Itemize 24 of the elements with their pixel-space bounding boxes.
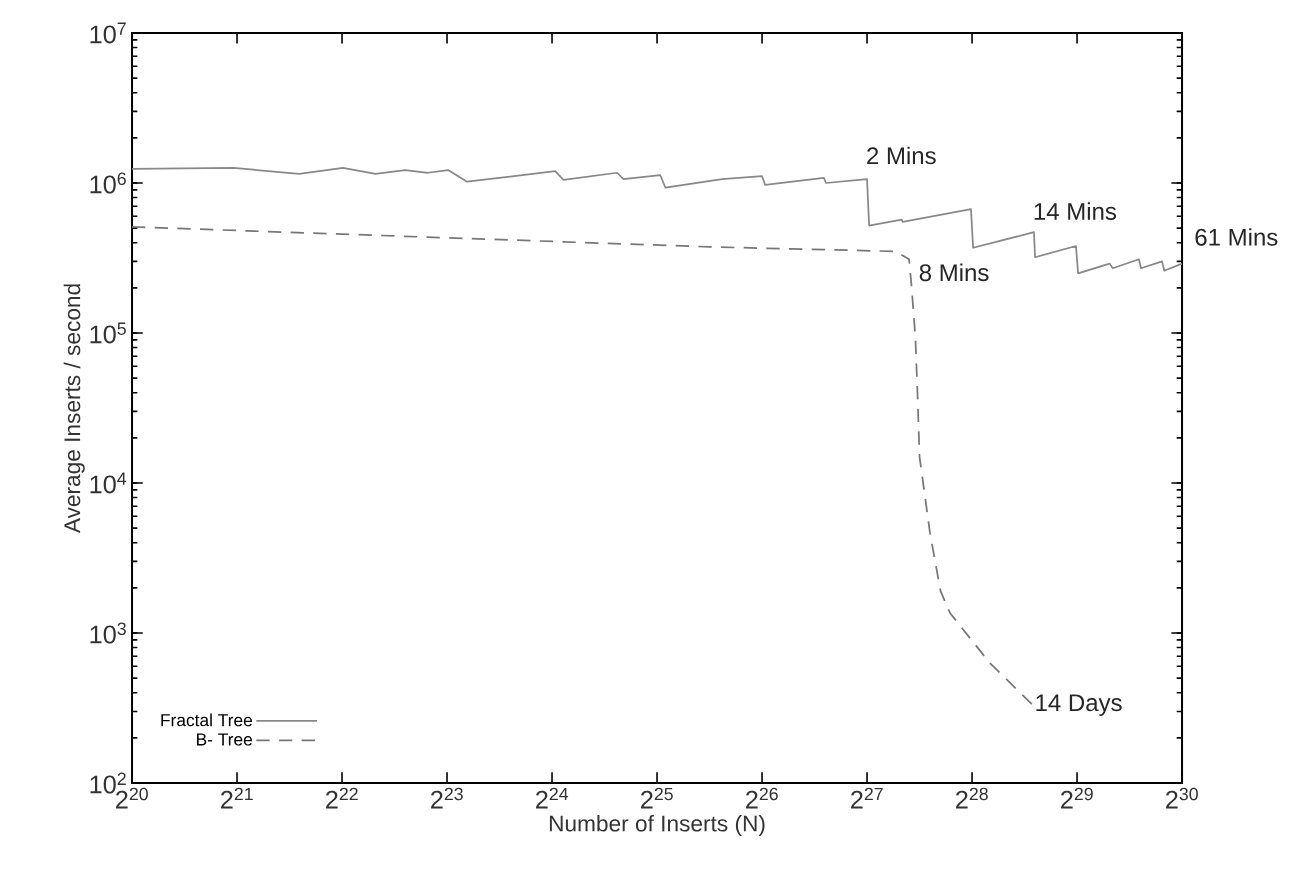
annotation: 14 Days [1036,694,1122,716]
y-tick-label: 10$^{7}$ [90,22,126,44]
x-tick-label: 2$^{25}$ [641,787,673,809]
x-tick-label: 2$^{29}$ [1061,787,1093,809]
x-tick-label: 2$^{30}$ [1166,787,1198,809]
y-tick-label: 10$^{6}$ [90,172,126,194]
legend-label: B- Tree [197,733,252,746]
legend-label: Fractal Tree [161,713,252,727]
x-tick-label: 2$^{28}$ [956,787,988,809]
y-tick-label: 10$^{3}$ [90,622,126,644]
x-tick-label: 2$^{21}$ [221,787,253,809]
x-tick-label: 2$^{22}$ [326,787,358,809]
x-tick-label: 2$^{23}$ [431,787,463,809]
x-tick-label: 2$^{27}$ [851,787,883,809]
annotation: 14 Mins [1034,202,1117,220]
x-tick-label: 2$^{24}$ [536,787,569,809]
x-tick-label: 2$^{26}$ [746,787,778,809]
y-tick-label: 10$^{5}$ [90,322,126,344]
x-axis-title: Number of Inserts (N) [549,814,765,837]
annotation: 8 Mins [919,263,989,282]
annotation: 2 Mins [867,146,936,165]
annotation: 61 Mins [1195,228,1278,246]
y-tick-label: 10$^{4}$ [90,472,127,494]
y-axis-title: Average Inserts / second [63,284,85,534]
